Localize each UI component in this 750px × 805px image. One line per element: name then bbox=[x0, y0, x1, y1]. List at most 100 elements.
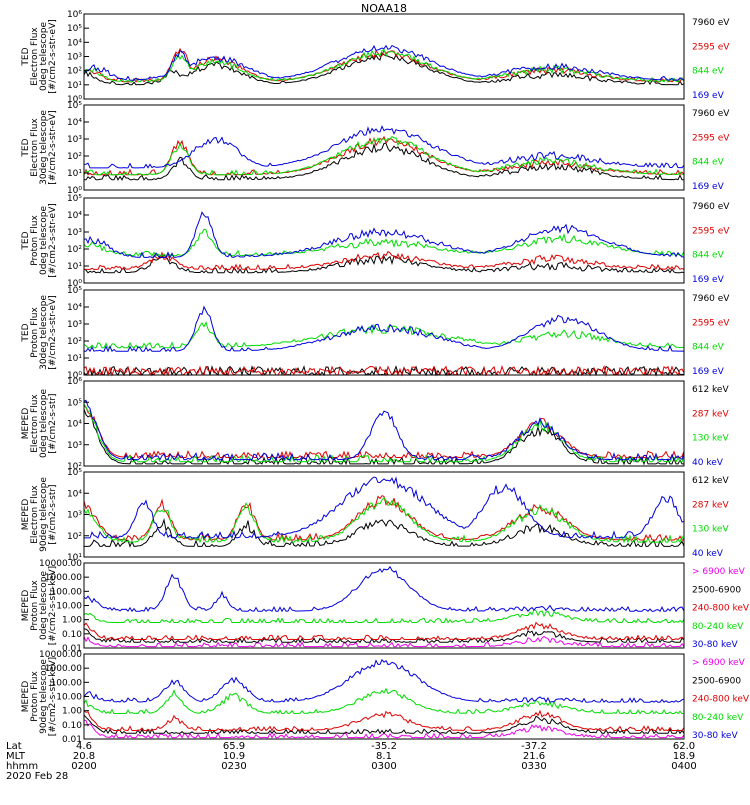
y-axis-label-line: 0deg telescope bbox=[39, 206, 49, 276]
y-tick-label: 0.01 bbox=[62, 735, 82, 745]
footer-mlt-value: 10.9 bbox=[223, 751, 245, 762]
legend-entry: 169 eV bbox=[692, 91, 725, 101]
legend-entry: 2500-6900 bbox=[692, 676, 741, 686]
y-tick-label: 10³ bbox=[67, 441, 82, 451]
y-tick-label: 10³ bbox=[67, 53, 82, 63]
y-axis-label-line: [#/cm2-s-str-keV] bbox=[48, 566, 58, 645]
footer-mlt-value: 20.8 bbox=[73, 751, 95, 762]
y-axis-label-line: 0deg telescope bbox=[39, 571, 49, 641]
panel-3: 10⁰ 10¹ 10² 10³ 10⁴ 10⁵ TED Proton Flux 0deg tel… bbox=[21, 194, 730, 289]
y-tick-label: 10⁰ bbox=[67, 371, 82, 381]
y-axis-label-line: 0deg telescope bbox=[39, 389, 49, 459]
series-line-2500-6900 bbox=[83, 628, 685, 644]
legend-entry: 130 keV bbox=[692, 434, 729, 444]
legend-entry: 240-800 keV bbox=[692, 695, 750, 705]
footer-hhmm-value: 0200 bbox=[71, 761, 96, 772]
y-axis-label-line: MEPED bbox=[21, 408, 31, 440]
footer-lat-value: 65.9 bbox=[223, 741, 245, 752]
y-tick-label: 10⁴ bbox=[67, 38, 82, 48]
y-axis-label-line: [#/cm2-s-str-keV] bbox=[48, 657, 58, 736]
series-line-80-240-kev bbox=[83, 687, 684, 715]
series-line-40-kev bbox=[83, 399, 685, 462]
footer-mlt-value: 18.9 bbox=[673, 751, 695, 762]
y-tick-label: 10000.00 bbox=[39, 559, 82, 569]
footer-row-label-hhmm: hhmm bbox=[6, 761, 38, 772]
y-tick-label: 10⁰ bbox=[67, 186, 82, 196]
legend-entry: 287 keV bbox=[692, 500, 729, 510]
y-tick-label: 10⁰ bbox=[67, 279, 82, 289]
panel-frame bbox=[83, 289, 685, 376]
y-tick-label: 10⁴ bbox=[67, 489, 82, 499]
y-axis-label-line: MEPED bbox=[21, 590, 31, 622]
legend-entry: 80-240 keV bbox=[692, 622, 744, 632]
y-tick-label: 10² bbox=[67, 152, 82, 162]
y-axis-label-line: 30deg telescope bbox=[39, 110, 49, 185]
footer-lat-value: 62.0 bbox=[673, 741, 695, 752]
series-line-30-80-kev bbox=[83, 565, 685, 613]
y-axis-label-line: Electron Flux bbox=[30, 394, 40, 453]
y-tick-label: 1000.00 bbox=[45, 573, 82, 583]
series-line-2595-ev bbox=[83, 135, 685, 176]
legend-entry: 2595 eV bbox=[692, 42, 730, 52]
legend-entry: 844 eV bbox=[692, 67, 725, 77]
series-line-130-kev bbox=[83, 403, 685, 464]
y-tick-label: 10² bbox=[67, 67, 82, 77]
y-axis-label-line: 30deg telescope bbox=[39, 295, 49, 370]
y-axis-label-line: Electron Flux bbox=[30, 485, 40, 544]
y-axis-label-line: [#/cm2-s-str-eV] bbox=[48, 110, 58, 185]
y-tick-label: 10⁵ bbox=[67, 101, 82, 111]
legend-entry: 612 keV bbox=[692, 385, 729, 395]
series-line-287-kev bbox=[83, 495, 684, 542]
series-line-30-80-kev bbox=[83, 658, 685, 704]
footer-row-label-mlt: MLT bbox=[6, 751, 26, 762]
panel-2: 10⁰ 10¹ 10² 10³ 10⁴ 10⁵ TED Electron Flux 30deg … bbox=[21, 101, 730, 196]
footer-lat-value: 4.6 bbox=[76, 741, 92, 752]
series-line-2500-6900 bbox=[83, 714, 685, 735]
y-axis-label-line: [#/cm2-s-str-eV] bbox=[48, 295, 58, 370]
legend-entry: 7960 eV bbox=[692, 18, 730, 28]
y-tick-label: 10¹ bbox=[67, 169, 82, 179]
legend-entry: 844 eV bbox=[692, 343, 725, 353]
series-line-6900-kev bbox=[83, 635, 685, 648]
panel-7: 0.01 0.10 1.00 10.00 100.00 1000.00 10000.00 ME… bbox=[21, 559, 750, 654]
y-tick-label: 1.00 bbox=[62, 616, 82, 626]
panel-8: 0.01 0.10 1.00 10.00 100.00 1000.00 10000.00 ME… bbox=[21, 650, 750, 745]
y-axis-label-line: 90deg telescope bbox=[39, 659, 49, 734]
y-tick-label: 10⁴ bbox=[67, 211, 82, 221]
y-tick-label: 10⁶ bbox=[67, 377, 82, 387]
footer-date: 2020 Feb 28 bbox=[6, 771, 68, 782]
series-line-844-ev bbox=[83, 135, 685, 176]
footer-mlt-value: 8.1 bbox=[376, 751, 392, 762]
series-line-844-ev bbox=[83, 48, 685, 83]
footer-hhmm-value: 0300 bbox=[371, 761, 396, 772]
y-axis-label-line: Proton Flux bbox=[30, 215, 40, 266]
panel-4: 10⁰ 10¹ 10² 10³ 10⁴ 10⁵ TED Proton Flux 30deg te… bbox=[21, 286, 730, 381]
legend-entry: 7960 eV bbox=[692, 109, 730, 119]
y-tick-label: 10⁴ bbox=[67, 118, 82, 128]
y-tick-label: 10⁴ bbox=[67, 303, 82, 313]
series-line-169-ev bbox=[83, 211, 684, 259]
legend-entry: 240-800 keV bbox=[692, 604, 750, 614]
y-tick-label: 10⁵ bbox=[67, 286, 82, 296]
legend-entry: 30-80 keV bbox=[692, 731, 738, 741]
series-line-2595-ev bbox=[83, 364, 685, 377]
y-tick-label: 10⁵ bbox=[67, 398, 82, 408]
y-tick-label: 10000.00 bbox=[39, 650, 82, 660]
panel-5: 10² 10³ 10⁴ 10⁵ 10⁶ MEPED Electron Flux 0deg te… bbox=[21, 377, 729, 472]
legend-entry: 40 keV bbox=[692, 458, 724, 468]
y-tick-label: 10¹ bbox=[67, 81, 82, 91]
panel-1: 10⁰ 10¹ 10² 10³ 10⁴ 10⁵ 10⁶ TED Electron Flux 0de… bbox=[21, 10, 730, 105]
y-tick-label: 10² bbox=[67, 532, 82, 542]
y-tick-label: 10⁶ bbox=[67, 10, 82, 20]
y-axis-label-line: 90deg telescope bbox=[39, 477, 49, 552]
y-tick-label: 1.00 bbox=[62, 707, 82, 717]
footer-hhmm-value: 0330 bbox=[521, 761, 546, 772]
y-axis-label-line: Proton Flux bbox=[30, 307, 40, 358]
legend-entry: 844 eV bbox=[692, 158, 725, 168]
y-tick-label: 0.01 bbox=[62, 644, 82, 654]
series-line-169-ev bbox=[83, 125, 685, 169]
y-tick-label: 10³ bbox=[67, 320, 82, 330]
